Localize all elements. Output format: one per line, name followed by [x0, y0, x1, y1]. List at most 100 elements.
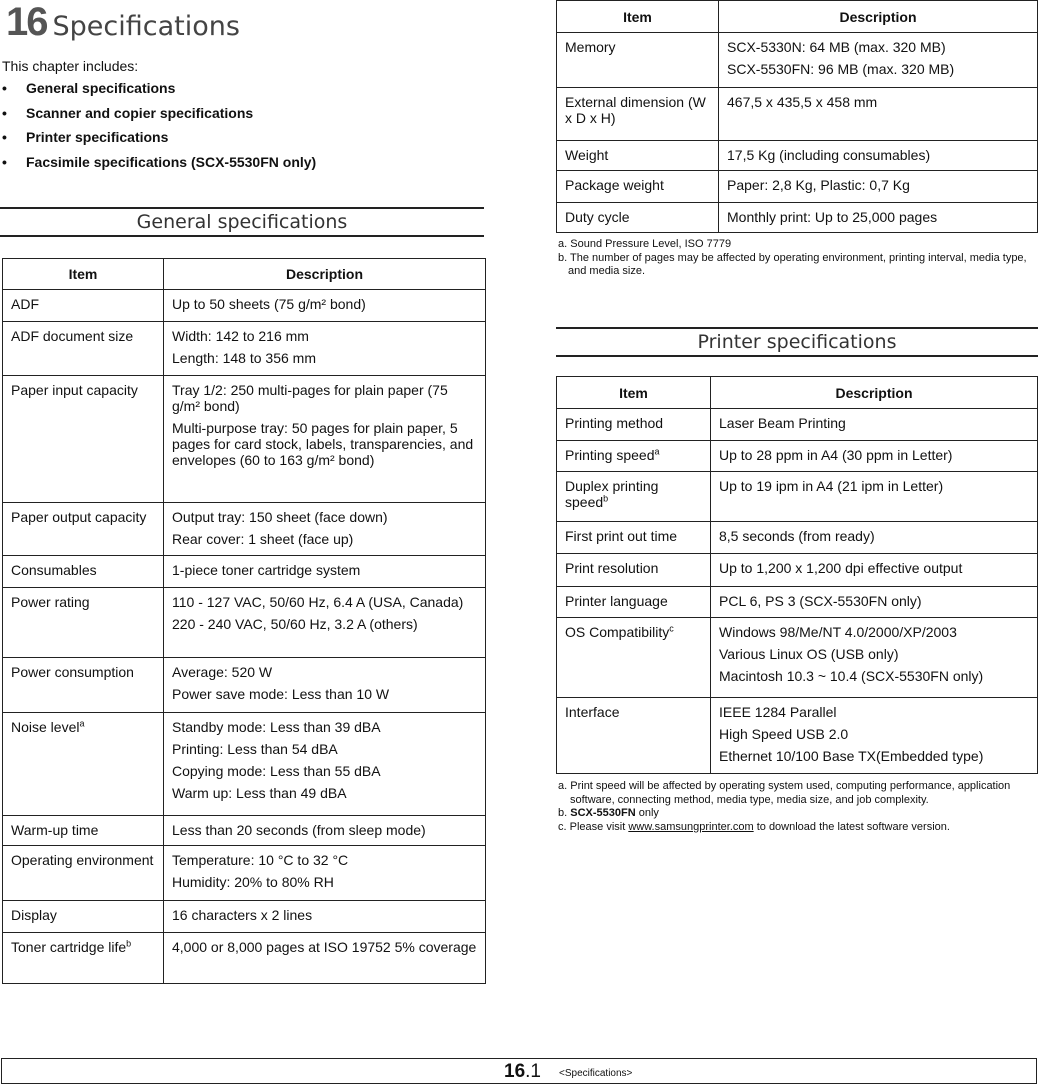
table-row: Print resolution Up to 1,200 x 1,200 dpi …: [556, 553, 1038, 587]
intro-text: This chapter includes:: [2, 58, 139, 74]
table-row: Printer language PCL 6, PS 3 (SCX-5530FN …: [556, 586, 1038, 618]
description-cell: Windows 98/Me/NT 4.0/2000/XP/2003 Various…: [710, 617, 1038, 698]
description-cell: Output tray: 150 sheet (face down) Rear c…: [163, 502, 486, 556]
item-label: Paper output capacity: [11, 509, 147, 525]
description-line: Less than 20 seconds (from sleep mode): [172, 822, 426, 838]
footer-section-label: <Specifications>: [559, 1068, 633, 1079]
table-row: Duplex printing speedb Up to 19 ipm in A4…: [556, 471, 1038, 522]
table-header-row: Item Description: [556, 376, 1038, 409]
item-cell: Printer language: [556, 586, 711, 618]
description-line: Up to 50 sheets (75 g/m² bond): [172, 296, 366, 312]
description-cell: 110 - 127 VAC, 50/60 Hz, 6.4 A (USA, Can…: [163, 587, 486, 658]
description-cell: PCL 6, PS 3 (SCX-5530FN only): [710, 586, 1038, 618]
table-row: Interface IEEE 1284 Parallel High Speed US…: [556, 697, 1038, 774]
description-line: Standby mode: Less than 39 dBA: [172, 719, 381, 735]
description-cell: Standby mode: Less than 39 dBA Printing: …: [163, 712, 486, 816]
item-cell: Consumables: [2, 555, 164, 588]
description-line: Windows 98/Me/NT 4.0/2000/XP/2003: [719, 624, 957, 640]
description-line: Up to 28 ppm in A4 (30 ppm in Letter): [719, 447, 953, 463]
chapter-number: 16: [6, 0, 48, 44]
description-cell: Temperature: 10 °C to 32 °C Humidity: 20%…: [163, 845, 486, 901]
description-line: Humidity: 20% to 80% RH: [172, 874, 334, 890]
item-cell: ADF document size: [2, 321, 164, 376]
description-line: Tray 1/2: 250 multi-pages for plain pape…: [172, 382, 448, 414]
description-line: Multi-purpose tray: 50 pages for plain p…: [172, 420, 474, 468]
description-line: 16 characters x 2 lines: [172, 907, 313, 923]
toc-item[interactable]: • General specifications: [2, 80, 176, 96]
description-cell: Average: 520 W Power save mode: Less than…: [163, 657, 486, 713]
item-label: Consumables: [11, 562, 97, 578]
item-label: Power consumption: [11, 664, 134, 680]
column-header-item: Item: [556, 0, 719, 33]
printer-spec-heading: Printer specifications: [556, 327, 1038, 357]
item-cell: Display: [2, 900, 164, 933]
description-line: IEEE 1284 Parallel: [719, 704, 837, 720]
table-row: Weight 17,5 Kg (including consumables): [556, 140, 1038, 171]
item-cell: Memory: [556, 32, 719, 88]
column-header-description: Description: [163, 258, 486, 290]
item-label: Interface: [565, 704, 620, 720]
item-label: Print resolution: [565, 560, 659, 576]
footnote-marker: a: [654, 446, 660, 457]
chapter-name: Specifications: [52, 11, 240, 42]
item-cell: ADF: [2, 289, 164, 322]
description-line: PCL 6, PS 3 (SCX-5530FN only): [719, 593, 922, 609]
item-label: External dimension (W x D x H): [565, 94, 706, 126]
table-row: Operating environment Temperature: 10 °C …: [2, 845, 486, 901]
table-row: Duty cycle Monthly print: Up to 25,000 pa…: [556, 202, 1038, 233]
description-line: Paper: 2,8 Kg, Plastic: 0,7 Kg: [727, 177, 910, 193]
samsung-printer-link[interactable]: www.samsungprinter.com: [628, 820, 754, 833]
description-line: SCX-5330N: 64 MB (max. 320 MB): [727, 39, 946, 55]
item-label: Weight: [565, 147, 609, 163]
footnote-b: b. SCX-5530FN only: [558, 807, 659, 819]
description-line: Printing: Less than 54 dBA: [172, 741, 338, 757]
item-label: Printing speed: [565, 447, 655, 463]
page-number: 16.1: [504, 1061, 541, 1082]
item-label: First print out time: [565, 528, 678, 544]
description-line: Laser Beam Printing: [719, 415, 846, 431]
footnote-c: c. Please visit www.samsungprinter.com t…: [558, 820, 950, 833]
table-row: OS Compatibilityc Windows 98/Me/NT 4.0/20…: [556, 617, 1038, 698]
description-cell: Width: 142 to 216 mm Length: 148 to 356 m…: [163, 321, 486, 376]
description-line: Monthly print: Up to 25,000 pages: [727, 209, 938, 225]
item-label: Power rating: [11, 594, 90, 610]
table-row: Noise levela Standby mode: Less than 39 d…: [2, 712, 486, 816]
description-line: Copying mode: Less than 55 dBA: [172, 763, 381, 779]
description-cell: Up to 1,200 x 1,200 dpi effective output: [710, 553, 1038, 587]
description-cell: IEEE 1284 Parallel High Speed USB 2.0 Ethe…: [710, 697, 1038, 774]
table-row: Display 16 characters x 2 lines: [2, 900, 486, 933]
table-row: Power rating 110 - 127 VAC, 50/60 Hz, 6.4…: [2, 587, 486, 658]
item-label: Operating environment: [11, 852, 154, 868]
description-cell: Tray 1/2: 250 multi-pages for plain pape…: [163, 375, 486, 503]
item-cell: First print out time: [556, 521, 711, 554]
column-header-item: Item: [556, 376, 711, 409]
item-label: Duty cycle: [565, 209, 630, 225]
item-cell: Warm-up time: [2, 815, 164, 846]
item-label: Display: [11, 907, 57, 923]
toc-item[interactable]: • Scanner and copier specifications: [2, 104, 254, 121]
item-cell: Printing speeda: [556, 440, 711, 472]
description-line: Average: 520 W: [172, 664, 273, 680]
item-label: Duplex printing speed: [565, 478, 659, 510]
description-cell: Less than 20 seconds (from sleep mode): [163, 815, 486, 846]
description-line: 467,5 x 435,5 x 458 mm: [727, 94, 878, 110]
description-cell: Up to 28 ppm in A4 (30 ppm in Letter): [710, 440, 1038, 472]
toc-item[interactable]: • Printer specifications: [2, 129, 169, 145]
description-line: Power save mode: Less than 10 W: [172, 686, 390, 702]
toc-item[interactable]: • Facsimile specifications (SCX-5530FN on…: [2, 153, 317, 170]
table-row: First print out time 8,5 seconds (from re…: [556, 521, 1038, 554]
general-footnotes: a. Sound Pressure Level, ISO 7779 b. The…: [558, 238, 1028, 279]
table-row: Warm-up time Less than 20 seconds (from s…: [2, 815, 486, 846]
description-line: Warm up: Less than 49 dBA: [172, 785, 347, 801]
page-footer: 16.1 <Specifications>: [1, 1058, 1037, 1084]
description-line: 17,5 Kg (including consumables): [727, 147, 931, 163]
description-line: Up to 1,200 x 1,200 dpi effective output: [719, 560, 963, 576]
printer-spec-table: Item Description Printing method Laser Beam…: [556, 376, 1038, 774]
item-cell: Paper input capacity: [2, 375, 164, 503]
description-line: Length: 148 to 356 mm: [172, 350, 316, 366]
description-line: Rear cover: 1 sheet (face up): [172, 531, 354, 547]
item-label: Printing method: [565, 415, 664, 431]
item-cell: OS Compatibilityc: [556, 617, 711, 698]
item-cell: Duplex printing speedb: [556, 471, 711, 522]
table-row: Power consumption Average: 520 W Power sav…: [2, 657, 486, 713]
